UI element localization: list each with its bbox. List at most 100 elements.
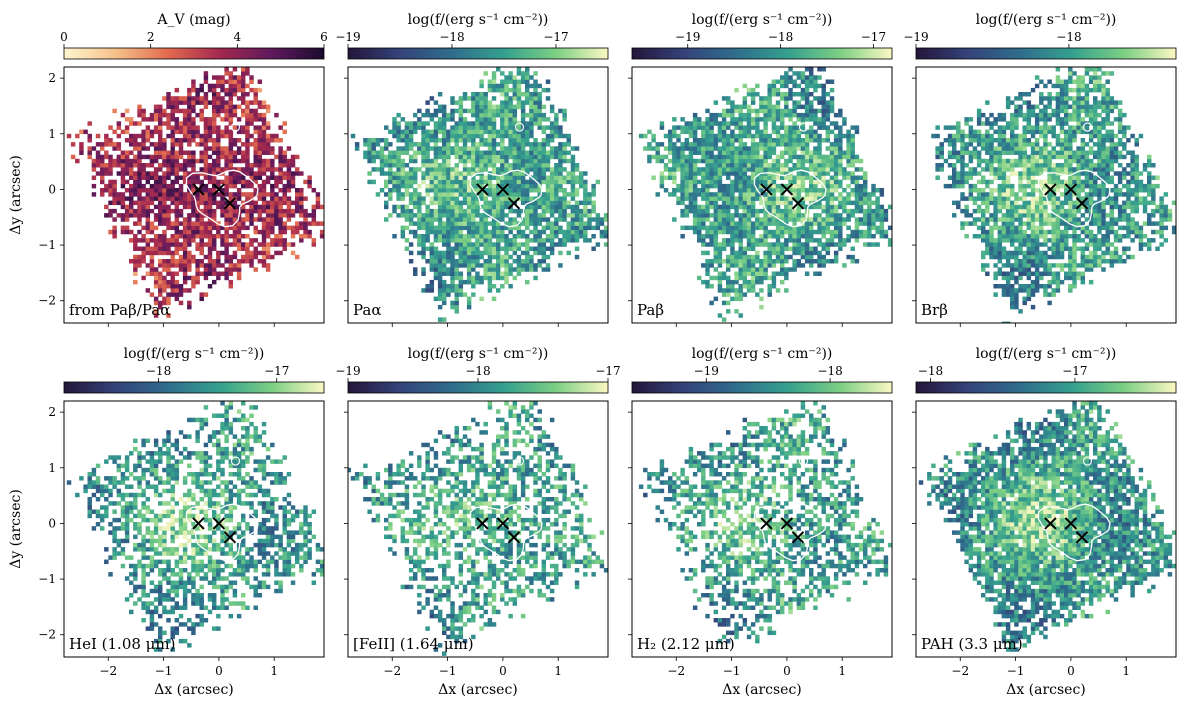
map-pixel — [743, 209, 747, 213]
map-pixel — [434, 159, 438, 163]
map-pixel — [384, 125, 388, 129]
map-pixel — [438, 288, 442, 292]
map-pixel — [212, 209, 216, 213]
map-pixel — [488, 255, 492, 259]
map-pixel — [442, 317, 446, 321]
map-pixel — [274, 134, 278, 138]
map-pixel — [133, 176, 137, 180]
map-pixel — [125, 167, 129, 171]
map-pixel — [521, 134, 525, 138]
map-pixel — [195, 259, 199, 263]
map-pixel — [442, 192, 446, 196]
map-pixel — [171, 221, 175, 225]
map-pixel — [525, 217, 529, 221]
map-pixel — [780, 167, 784, 171]
map-pixel — [792, 230, 796, 234]
map-pixel — [146, 263, 150, 267]
map-pixel — [562, 242, 566, 246]
map-pixel — [846, 163, 850, 167]
map-pixel — [430, 130, 434, 134]
map-pixel — [830, 130, 834, 134]
map-pixel — [714, 192, 718, 196]
map-pixel — [262, 192, 266, 196]
map-pixel — [229, 192, 233, 196]
map-pixel — [550, 105, 554, 109]
map-pixel — [463, 134, 467, 138]
map-pixel — [187, 117, 191, 121]
map-pixel — [171, 171, 175, 175]
map-pixel — [166, 176, 170, 180]
map-pixel — [780, 272, 784, 276]
map-pixel — [851, 138, 855, 142]
map-pixel — [274, 113, 278, 117]
map-pixel — [216, 259, 220, 263]
map-pixel — [567, 176, 571, 180]
map-pixel — [112, 226, 116, 230]
map-pixel — [817, 272, 821, 276]
map-pixel — [455, 138, 459, 142]
map-pixel — [299, 201, 303, 205]
map-pixel — [291, 171, 295, 175]
map-pixel — [195, 125, 199, 129]
map-pixel — [755, 84, 759, 88]
map-pixel — [784, 92, 788, 96]
map-pixel — [554, 167, 558, 171]
map-pixel — [529, 151, 533, 155]
map-pixel — [763, 226, 767, 230]
map-pixel — [438, 251, 442, 255]
map-pixel — [517, 146, 521, 150]
map-pixel — [776, 221, 780, 225]
map-pixel — [797, 100, 801, 104]
map-pixel — [191, 255, 195, 259]
map-pixel — [467, 196, 471, 200]
map-pixel — [166, 209, 170, 213]
map-pixel — [529, 121, 533, 125]
map-pixel — [405, 213, 409, 217]
map-pixel — [438, 272, 442, 276]
map-pixel — [204, 234, 208, 238]
map-pixel — [600, 217, 604, 221]
map-pixel — [801, 184, 805, 188]
map-pixel — [768, 176, 772, 180]
map-pixel — [838, 113, 842, 117]
map-pixel — [575, 221, 579, 225]
map-pixel — [546, 188, 550, 192]
map-pixel — [158, 288, 162, 292]
map-pixel — [283, 238, 287, 242]
map-pixel — [763, 272, 767, 276]
map-pixel — [730, 213, 734, 217]
map-pixel — [409, 213, 413, 217]
map-pixel — [287, 167, 291, 171]
map-pixel — [175, 142, 179, 146]
map-pixel — [871, 213, 875, 217]
map-pixel — [780, 92, 784, 96]
map-pixel — [154, 146, 158, 150]
map-pixel — [558, 134, 562, 138]
map-pixel — [747, 159, 751, 163]
map-pixel — [299, 209, 303, 213]
map-pixel — [805, 242, 809, 246]
map-pixel — [212, 88, 216, 92]
map-pixel — [171, 130, 175, 134]
map-pixel — [759, 142, 763, 146]
map-pixel — [278, 196, 282, 200]
map-pixel — [112, 196, 116, 200]
map-pixel — [430, 213, 434, 217]
map-pixel — [183, 159, 187, 163]
map-pixel — [776, 109, 780, 113]
map-pixel — [191, 130, 195, 134]
map-pixel — [254, 159, 258, 163]
map-pixel — [685, 209, 689, 213]
map-pixel — [434, 142, 438, 146]
colorbar-tick-label: −19 — [675, 30, 700, 44]
map-pixel — [500, 117, 504, 121]
map-pixel — [739, 276, 743, 280]
map-pixel — [867, 192, 871, 196]
map-pixel — [797, 234, 801, 238]
map-pixel — [751, 155, 755, 159]
map-pixel — [734, 230, 738, 234]
map-pixel — [484, 71, 488, 75]
map-pixel — [287, 176, 291, 180]
map-pixel — [388, 176, 392, 180]
map-pixel — [792, 184, 796, 188]
